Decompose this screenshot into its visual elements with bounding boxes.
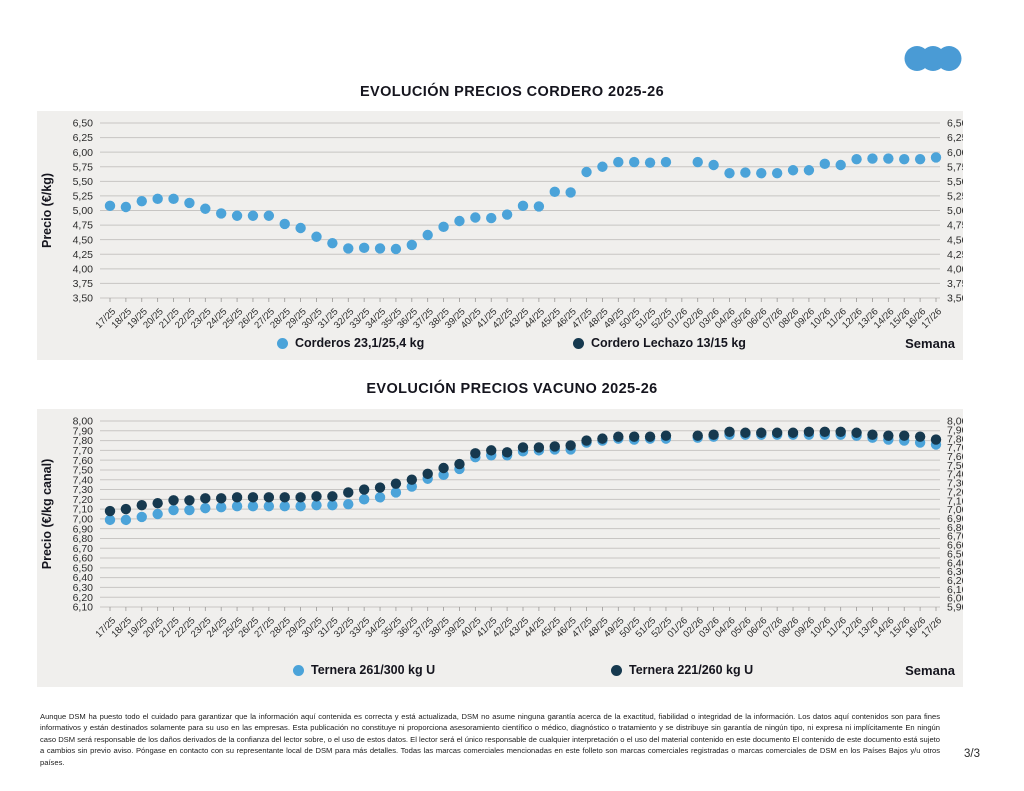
svg-text:6,40: 6,40	[947, 557, 963, 569]
svg-text:7,90: 7,90	[73, 425, 94, 437]
series-dot-icon	[611, 664, 622, 676]
svg-text:4,00: 4,00	[73, 263, 94, 275]
svg-text:5,75: 5,75	[73, 161, 94, 173]
legend-label: Corderos 23,1/25,4 kg	[295, 336, 425, 350]
svg-text:4,50: 4,50	[73, 234, 94, 246]
svg-text:6,25: 6,25	[73, 132, 94, 144]
svg-text:8,00: 8,00	[73, 416, 94, 428]
x-axis-title: Semana	[905, 663, 955, 678]
svg-text:6,60: 6,60	[73, 553, 94, 565]
svg-text:6,10: 6,10	[73, 602, 94, 614]
svg-text:7,00: 7,00	[947, 504, 963, 516]
svg-text:6,80: 6,80	[73, 533, 94, 545]
x-axis-title: Semana	[905, 336, 955, 351]
svg-text:3,50: 3,50	[73, 293, 94, 305]
svg-text:7,90: 7,90	[947, 424, 963, 436]
svg-text:Precio (€/kg canal): Precio (€/kg canal)	[40, 459, 54, 569]
chart-title-vacuno: EVOLUCIÓN PRECIOS VACUNO 2025-26	[366, 381, 658, 397]
svg-text:7,60: 7,60	[947, 451, 963, 463]
svg-text:5,00: 5,00	[73, 205, 94, 217]
svg-text:3,75: 3,75	[947, 278, 963, 290]
svg-text:6,50: 6,50	[73, 562, 94, 574]
svg-text:7,80: 7,80	[73, 435, 94, 447]
scatter-chart-cordero: 6,50 6,25 6,00 5,75 5,50 5,25 5,00 4,75 4,50 4,25…	[40, 118, 963, 331]
svg-text:7,10: 7,10	[73, 504, 94, 516]
svg-text:6,70: 6,70	[947, 531, 963, 543]
svg-text:5,50: 5,50	[947, 176, 963, 188]
three-dots-icon	[904, 46, 962, 71]
svg-text:6,30: 6,30	[947, 566, 963, 578]
svg-text:6,10: 6,10	[947, 584, 963, 596]
svg-text:5,90: 5,90	[947, 602, 963, 614]
svg-text:4,50: 4,50	[947, 234, 963, 246]
svg-text:7,30: 7,30	[73, 484, 94, 496]
svg-text:5,00: 5,00	[947, 205, 963, 217]
svg-text:7,70: 7,70	[947, 442, 963, 454]
svg-text:6,00: 6,00	[947, 147, 963, 159]
brand-logo	[904, 45, 962, 77]
svg-text:4,25: 4,25	[73, 249, 94, 261]
svg-text:3,75: 3,75	[73, 278, 94, 290]
svg-text:Precio (€/kg): Precio (€/kg)	[40, 173, 54, 248]
legend-label: Ternera 261/300 kg U	[311, 663, 436, 677]
svg-text:6,80: 6,80	[947, 522, 963, 534]
legend-label: Ternera 221/260 kg U	[629, 663, 754, 677]
chart-title-cordero: EVOLUCIÓN PRECIOS CORDERO 2025-26	[359, 84, 665, 100]
svg-text:6,60: 6,60	[947, 540, 963, 552]
svg-text:6,20: 6,20	[73, 592, 94, 604]
legend-item: Ternera 221/260 kg U	[611, 663, 753, 677]
legend-cordero: Corderos 23,1/25,4 kg Cordero Lechazo 13…	[37, 336, 963, 356]
svg-text:7,30: 7,30	[947, 478, 963, 490]
svg-text:8,00: 8,00	[947, 416, 963, 428]
legend-vacuno: Ternera 261/300 kg U Ternera 221/260 kg …	[37, 663, 963, 683]
svg-text:6,50: 6,50	[73, 118, 94, 130]
svg-text:6,30: 6,30	[73, 582, 94, 594]
svg-text:5,25: 5,25	[947, 191, 963, 203]
series-dot-icon	[293, 664, 304, 676]
svg-text:7,60: 7,60	[73, 455, 94, 467]
legend-item: Corderos 23,1/25,4 kg	[277, 336, 424, 350]
svg-text:7,40: 7,40	[73, 474, 94, 486]
series-dot-icon	[277, 337, 288, 349]
svg-text:6,00: 6,00	[947, 593, 963, 605]
svg-text:6,90: 6,90	[73, 523, 94, 535]
svg-text:7,10: 7,10	[947, 495, 963, 507]
svg-text:4,25: 4,25	[947, 249, 963, 261]
legend-label: Cordero Lechazo 13/15 kg	[591, 336, 746, 350]
svg-text:7,50: 7,50	[947, 460, 963, 472]
page-number: 3/3	[964, 748, 980, 760]
svg-text:7,00: 7,00	[73, 513, 94, 525]
svg-text:7,20: 7,20	[73, 494, 94, 506]
svg-text:5,75: 5,75	[947, 161, 963, 173]
legend-item: Ternera 261/300 kg U	[293, 663, 435, 677]
svg-text:6,40: 6,40	[73, 572, 94, 584]
svg-text:6,00: 6,00	[73, 147, 94, 159]
legend-item: Cordero Lechazo 13/15 kg	[573, 336, 746, 350]
svg-text:4,75: 4,75	[73, 220, 94, 232]
svg-text:6,25: 6,25	[947, 132, 963, 144]
disclaimer-text: Aunque DSM ha puesto todo el cuidado par…	[40, 712, 940, 767]
svg-text:7,70: 7,70	[73, 445, 94, 457]
svg-text:7,20: 7,20	[947, 486, 963, 498]
svg-text:7,50: 7,50	[73, 465, 94, 477]
chart-panel-vacuno: 8,00 7,90 7,80 7,70 7,60 7,50 7,40 7,30 7,20 7,10…	[37, 409, 963, 687]
svg-text:3,50: 3,50	[947, 293, 963, 305]
svg-text:5,25: 5,25	[73, 191, 94, 203]
svg-text:5,50: 5,50	[73, 176, 94, 188]
svg-text:7,40: 7,40	[947, 469, 963, 481]
svg-text:6,90: 6,90	[947, 513, 963, 525]
chart-panel-cordero: 6,50 6,25 6,00 5,75 5,50 5,25 5,00 4,75 4,50 4,25…	[37, 111, 963, 360]
svg-text:6,20: 6,20	[947, 575, 963, 587]
svg-text:6,50: 6,50	[947, 548, 963, 560]
svg-text:4,00: 4,00	[947, 263, 963, 275]
series-dot-icon	[573, 337, 584, 349]
svg-text:7,80: 7,80	[947, 433, 963, 445]
svg-text:6,70: 6,70	[73, 543, 94, 555]
svg-text:4,75: 4,75	[947, 220, 963, 232]
scatter-chart-vacuno: 8,007,907,807,707,607,507,407,307,207,10…	[40, 416, 963, 640]
svg-text:6,50: 6,50	[947, 118, 963, 130]
